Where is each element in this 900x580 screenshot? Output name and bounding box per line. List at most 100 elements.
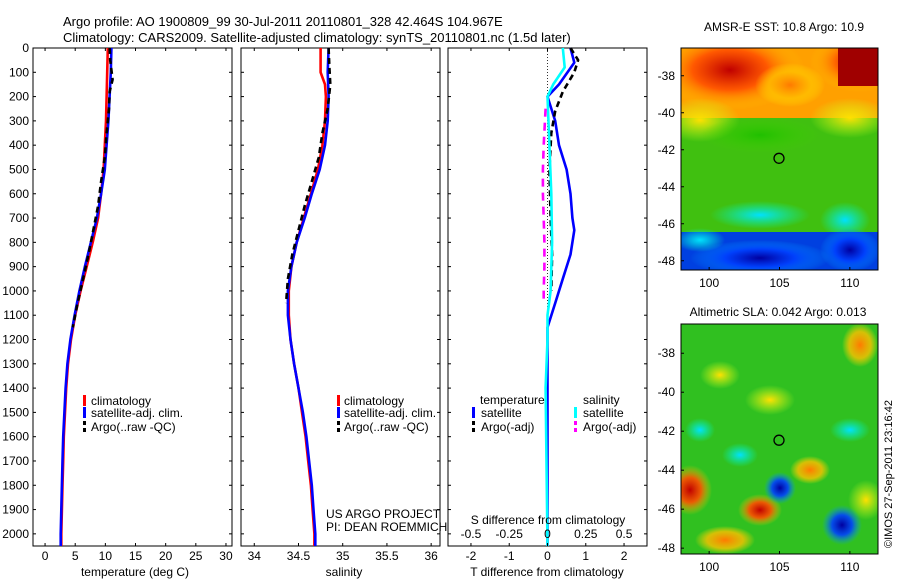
- legend-swatch-argo-2: [337, 428, 340, 432]
- legend-swatch-t-satellite: [472, 407, 475, 418]
- salinity-x-axis: 34 34.5 35 35.5 36: [248, 48, 438, 563]
- salinity-difference-label: S difference from climatology: [471, 513, 626, 527]
- sla-heatmap: [681, 324, 878, 554]
- x-tick-label: 15: [129, 549, 143, 563]
- salinity-panel: [240, 47, 441, 547]
- depth-tick-label: 400: [9, 138, 29, 152]
- series-line: [284, 47, 332, 304]
- legend-label-satellite: satellite-adj. clim.: [91, 406, 183, 420]
- depth-tick-label: 700: [9, 211, 29, 225]
- map-x-tick-label: 110: [840, 276, 859, 290]
- figure-subtitle: Climatology: CARS2009. Satellite-adjuste…: [63, 30, 571, 45]
- legend-label-satellite: satellite-adj. clim.: [344, 406, 436, 420]
- difference-x-axis: -2 -1 0 1 2: [466, 48, 628, 563]
- difference-series: [541, 47, 580, 547]
- temperature-panel: [32, 47, 233, 547]
- s-tick-label: 0.5: [616, 527, 633, 541]
- series-line: [541, 108, 547, 304]
- difference-legend: temperature salinity satellite Argo(-adj…: [472, 393, 636, 434]
- sst-heatmap: [681, 48, 878, 270]
- series-line: [71, 47, 114, 328]
- salinity-x-label: salinity: [326, 565, 363, 579]
- depth-tick-label: 1400: [2, 381, 29, 395]
- s-tick-label: -0.5: [461, 527, 482, 541]
- x-tick-label: 25: [189, 549, 203, 563]
- pi-credit: PI: DEAN ROEMMICH: [326, 520, 447, 534]
- depth-axis: 0 100 200 300 400 500 600 700 800 900 1000 1100 1200…: [2, 41, 647, 541]
- x-tick-label: -1: [504, 549, 515, 563]
- legend-label-climatology: climatology: [91, 394, 151, 408]
- legend-label-s-satellite: satellite: [583, 406, 624, 420]
- legend-swatch-climatology: [83, 395, 86, 406]
- figure-title: Argo profile: AO 1900809_99 30-Jul-2011 …: [63, 14, 503, 29]
- depth-tick-label: 100: [9, 65, 29, 79]
- map-y-tick-label: -48: [658, 254, 676, 268]
- depth-tick-label: 1900: [2, 503, 29, 517]
- x-tick-label: 20: [159, 549, 173, 563]
- sla-argo-marker: [773, 434, 785, 446]
- legend-swatch-satellite: [337, 407, 340, 418]
- depth-tick-label: 2000: [2, 527, 29, 541]
- map-y-tick-label: -38: [658, 346, 676, 360]
- legend-swatch-satellite: [83, 407, 86, 418]
- map-y-tick-label: -40: [658, 106, 676, 120]
- salinity-legend: climatology satellite-adj. clim. Argo(..…: [337, 394, 436, 434]
- legend-label-t-satellite: satellite: [481, 406, 522, 420]
- legend-label-t-argo: Argo(-adj): [481, 420, 534, 434]
- depth-tick-label: 800: [9, 235, 29, 249]
- legend-label-argo: Argo(..raw -QC): [344, 420, 429, 434]
- depth-tick-label: 500: [9, 162, 29, 176]
- legend-label-climatology: climatology: [344, 394, 404, 408]
- x-tick-label: 1: [582, 549, 589, 563]
- depth-tick-label: 1500: [2, 405, 29, 419]
- map-y-tick-label: -40: [658, 385, 676, 399]
- map-y-tick-label: -46: [658, 217, 676, 231]
- temperature-series: [59, 47, 114, 546]
- legend-title-salinity: salinity: [583, 393, 620, 407]
- x-tick-label: 34: [248, 549, 262, 563]
- depth-tick-label: 300: [9, 114, 29, 128]
- legend-swatch-s-argo-2: [574, 428, 577, 432]
- difference-x-label: T difference from climatology: [470, 565, 624, 579]
- legend-swatch-t-argo-2: [472, 428, 475, 432]
- sla-map-axes: 100 105 110 -38 -40 -42 -44 -46 -48: [658, 346, 860, 574]
- legend-label-s-argo: Argo(-adj): [583, 420, 636, 434]
- imos-stamp: ©IMOS 27-Sep-2011 23:16:42: [883, 400, 895, 548]
- project-credit: US ARGO PROJECT: [326, 507, 441, 521]
- x-tick-label: 30: [219, 549, 233, 563]
- series-line: [546, 47, 576, 546]
- depth-tick-label: 600: [9, 187, 29, 201]
- depth-tick-label: 1100: [3, 308, 29, 322]
- map-y-tick-label: -46: [658, 502, 676, 516]
- s-tick-label: -0.25: [496, 527, 524, 541]
- depth-tick-label: 1000: [2, 284, 29, 298]
- sla-map-title: Altimetric SLA: 0.042 Argo: 0.013: [690, 305, 867, 319]
- depth-tick-label: 1600: [2, 430, 29, 444]
- x-tick-label: 34.5: [287, 549, 311, 563]
- map-y-tick-label: -48: [658, 541, 676, 555]
- map-x-tick-label: 105: [769, 276, 789, 290]
- depth-tick-label: 1300: [2, 357, 29, 371]
- map-x-tick-label: 100: [699, 560, 719, 574]
- depth-tick-label: 1200: [2, 333, 29, 347]
- sst-map-axes: 100 105 110 -38 -40 -42 -44 -46 -48: [658, 69, 860, 290]
- series-line: [548, 47, 580, 291]
- series-line: [286, 47, 330, 546]
- s-tick-label: 0.25: [574, 527, 598, 541]
- map-y-tick-label: -42: [658, 424, 676, 438]
- s-tick-label: 0: [544, 527, 551, 541]
- legend-swatch-climatology: [337, 395, 340, 406]
- map-x-tick-label: 100: [699, 276, 719, 290]
- legend-swatch-argo: [337, 421, 340, 425]
- salinity-difference-x-axis: -0.5 -0.25 0 0.25 0.5: [461, 527, 633, 541]
- sst-map-title: AMSR-E SST: 10.8 Argo: 10.9: [704, 20, 864, 34]
- depth-tick-label: 200: [9, 90, 29, 104]
- temperature-legend: climatology satellite-adj. clim. Argo(..…: [83, 394, 183, 434]
- temperature-x-axis: 0 5 10 15 20 25 30: [42, 48, 233, 563]
- legend-swatch-argo-2: [83, 428, 86, 432]
- x-tick-label: 2: [621, 549, 628, 563]
- legend-label-argo: Argo(..raw -QC): [91, 420, 176, 434]
- sst-argo-marker: [773, 152, 785, 164]
- salinity-series: [284, 47, 332, 546]
